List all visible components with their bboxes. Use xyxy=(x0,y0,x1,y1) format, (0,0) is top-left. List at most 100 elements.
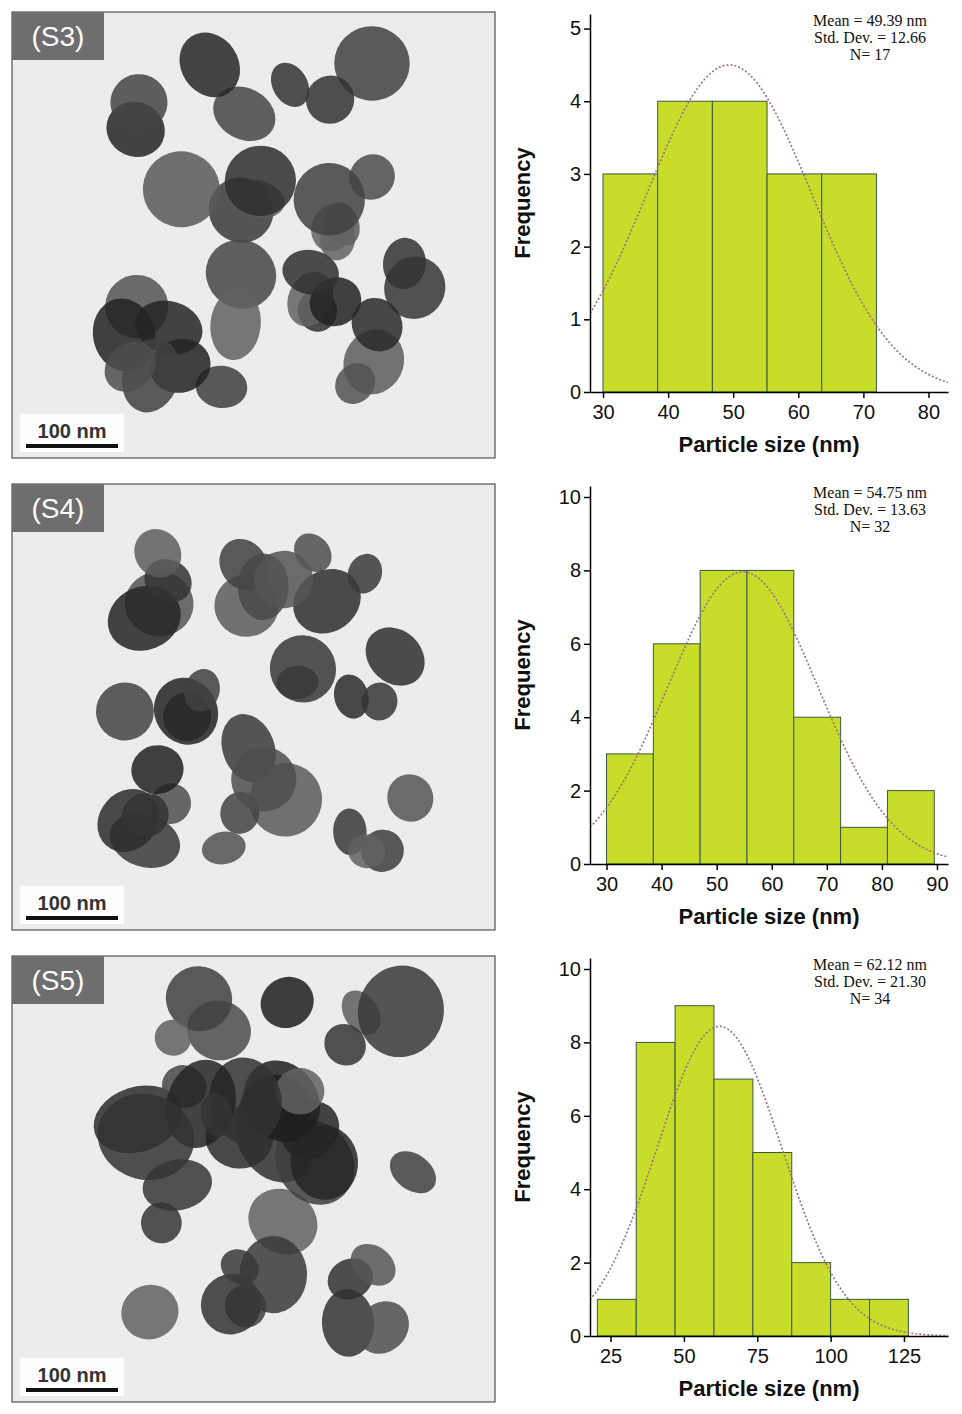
x-tick-label: 60 xyxy=(788,401,810,423)
x-tick-mark xyxy=(668,392,670,398)
particle xyxy=(207,286,264,362)
particle xyxy=(251,967,323,1038)
particle xyxy=(167,21,252,109)
particle xyxy=(125,520,191,587)
particle xyxy=(275,1067,326,1115)
y-tick-mark xyxy=(584,644,590,646)
x-axis-title: Particle size (nm) xyxy=(679,1376,860,1401)
bar xyxy=(831,1299,870,1336)
y-tick: 10 xyxy=(559,486,590,508)
bar xyxy=(603,174,658,392)
y-axis-line xyxy=(590,959,592,1337)
y-tick: 5 xyxy=(570,17,590,39)
y-tick-mark xyxy=(584,101,590,103)
bar xyxy=(747,570,794,864)
x-tick-mark xyxy=(830,1336,832,1342)
x-tick: 50 xyxy=(723,392,745,423)
y-tick-label: 10 xyxy=(559,958,581,980)
y-tick: 6 xyxy=(570,1105,590,1127)
x-tick: 40 xyxy=(657,392,679,423)
x-tick-label: 25 xyxy=(600,1345,622,1367)
plot-marks xyxy=(590,1006,948,1336)
particle xyxy=(380,767,441,829)
x-tick: 25 xyxy=(600,1336,622,1367)
y-tick: 4 xyxy=(570,1178,590,1200)
x-tick: 50 xyxy=(706,864,728,895)
x-tick-mark xyxy=(716,864,718,870)
x-axis-title: Particle size (nm) xyxy=(679,904,860,929)
y-tick-label: 2 xyxy=(570,236,581,258)
y-tick-mark xyxy=(584,1116,590,1118)
x-tick-label: 50 xyxy=(723,401,745,423)
y-tick-label: 6 xyxy=(570,1105,581,1127)
tem-image: (S4)100 nm xyxy=(12,484,495,930)
y-tick: 2 xyxy=(570,1252,590,1274)
x-tick-label: 90 xyxy=(926,873,948,895)
x-axis-line xyxy=(591,1336,949,1338)
y-tick: 0 xyxy=(570,1325,590,1347)
x-tick: 30 xyxy=(592,392,614,423)
x-tick: 30 xyxy=(596,864,618,895)
particles xyxy=(86,19,457,419)
y-axis-line xyxy=(590,487,592,865)
annotation: N= 34 xyxy=(850,990,891,1007)
y-tick-mark xyxy=(584,790,590,792)
scale-bar-ground xyxy=(20,1358,124,1396)
image-frame xyxy=(12,956,495,1402)
particle xyxy=(214,135,306,226)
x-tick-label: 30 xyxy=(596,873,618,895)
particle xyxy=(214,1242,265,1291)
y-tick: 6 xyxy=(570,633,590,655)
particle xyxy=(348,956,453,1066)
x-tick-label: 70 xyxy=(853,401,875,423)
particle xyxy=(296,66,364,134)
bar xyxy=(767,174,822,392)
particle xyxy=(342,549,388,599)
scale-bar xyxy=(26,1388,118,1392)
normal-fit xyxy=(590,572,948,857)
annotation: N= 32 xyxy=(850,518,891,535)
particle xyxy=(108,71,171,133)
particle xyxy=(141,666,230,757)
x-tick-label: 50 xyxy=(673,1345,695,1367)
bar xyxy=(653,644,700,864)
particle xyxy=(94,331,166,402)
normal-fit xyxy=(590,1026,948,1335)
y-tick-mark xyxy=(584,1189,590,1191)
x-axis-line xyxy=(591,392,949,394)
particle xyxy=(138,1153,217,1217)
y-tick-label: 4 xyxy=(570,90,581,112)
y-tick-mark xyxy=(584,497,590,499)
bar xyxy=(794,717,841,864)
y-tick-mark xyxy=(584,1042,590,1044)
panel-label: (S4) xyxy=(32,493,85,524)
y-tick-label: 8 xyxy=(570,559,581,581)
y-tick-label: 2 xyxy=(570,780,581,802)
normal-fit xyxy=(590,65,948,382)
particle xyxy=(292,161,367,237)
panel-label: (S3) xyxy=(32,21,85,52)
y-tick-mark xyxy=(584,28,590,30)
particle xyxy=(149,1014,197,1061)
bar xyxy=(714,1079,753,1336)
x-axis-line xyxy=(591,864,949,866)
particle xyxy=(134,143,228,236)
x-axis: 304050607080 xyxy=(591,392,949,423)
scale-bar-label: 100 nm xyxy=(38,420,107,442)
x-tick-mark xyxy=(733,392,735,398)
particle xyxy=(327,355,384,412)
image-frame xyxy=(12,12,495,458)
bar xyxy=(597,1299,636,1336)
x-tick: 70 xyxy=(853,392,875,423)
particle xyxy=(85,671,165,751)
y-tick-label: 0 xyxy=(570,853,581,875)
x-tick-mark xyxy=(798,392,800,398)
y-tick: 2 xyxy=(570,780,590,802)
x-tick-label: 80 xyxy=(871,873,893,895)
x-tick-mark xyxy=(863,392,865,398)
y-tick-mark xyxy=(584,392,590,394)
y-tick-label: 10 xyxy=(559,486,581,508)
y-axis: 0246810 xyxy=(559,486,591,875)
y-tick-mark xyxy=(584,969,590,971)
bar xyxy=(712,101,767,392)
